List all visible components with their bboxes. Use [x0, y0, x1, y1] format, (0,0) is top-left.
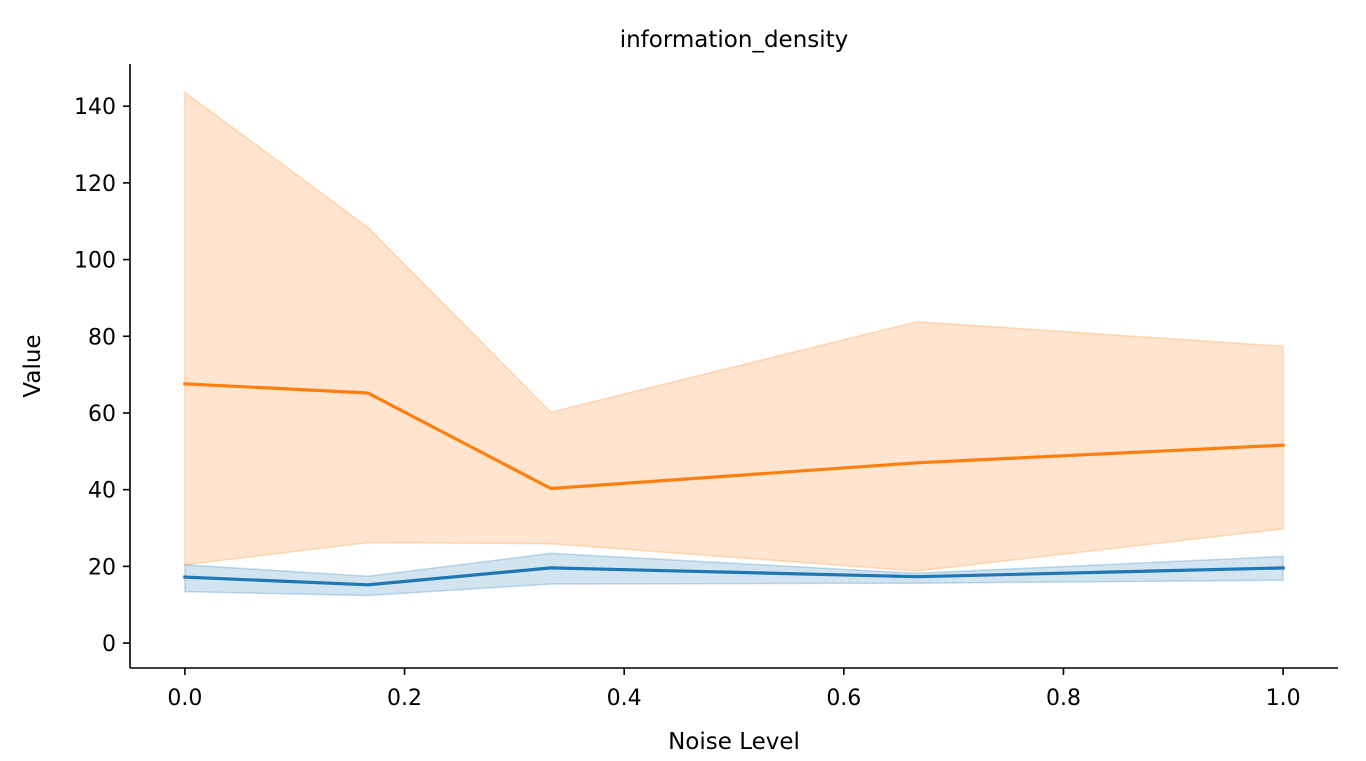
x-tick-label: 0.4	[607, 686, 642, 711]
y-axis-title: Value	[20, 334, 46, 397]
x-ticks: 0.0 0.2 0.4 0.6 0.8 1.0	[167, 668, 1301, 711]
y-tick-label: 100	[74, 249, 116, 274]
y-ticks: 0 20 40 60 80 100 120 140	[74, 95, 130, 657]
series-1-line	[183, 566, 1285, 587]
y-tick-label: 120	[74, 172, 116, 197]
y-tick-label: 80	[88, 325, 116, 350]
chart-title: information_density	[620, 27, 849, 53]
x-tick-label: 0.2	[387, 686, 422, 711]
x-tick-label: 0.8	[1046, 686, 1081, 711]
series-2-band	[184, 90, 1284, 572]
series-lines	[183, 382, 1285, 587]
x-tick-label: 0.6	[826, 686, 861, 711]
y-tick-label: 20	[88, 555, 116, 580]
y-tick-label: 140	[74, 95, 116, 120]
x-axis-title: Noise Level	[668, 729, 800, 755]
confidence-bands	[184, 90, 1284, 597]
y-tick-label: 60	[88, 402, 116, 427]
series-2-line	[183, 382, 1285, 491]
y-tick-label: 40	[88, 479, 116, 504]
x-tick-label: 1.0	[1266, 686, 1301, 711]
y-tick-label: 0	[102, 632, 116, 657]
x-tick-label: 0.0	[167, 686, 202, 711]
axes	[129, 64, 1338, 669]
series-1-band	[184, 552, 1284, 597]
